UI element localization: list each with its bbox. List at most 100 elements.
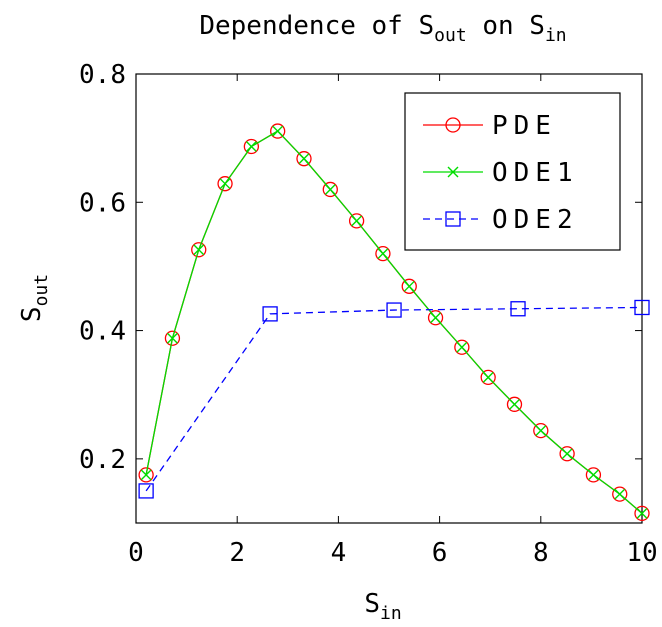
data-point-ode1 (587, 469, 599, 481)
legend: PDE ODE1 ODE2 (404, 92, 621, 251)
data-point-ode2 (262, 306, 278, 322)
series-line-ode2 (145, 306, 643, 492)
data-point-ode1 (377, 248, 389, 260)
data-point-pde (164, 330, 181, 346)
axis-ticks: 0 2 4 6 8 10 0.2 0.4 0.6 0.8 (79, 60, 658, 568)
data-point-pde (480, 369, 496, 386)
data-point-ode1-stroke-b (219, 178, 231, 190)
data-point-pde (270, 123, 286, 139)
y-tick-label: 0.4 (79, 317, 126, 347)
data-point-ode1 (561, 448, 573, 460)
data-point-pde (506, 396, 523, 412)
data-point-pde (138, 467, 154, 483)
data-point-ode1-stroke-b (614, 488, 626, 500)
data-point-ode1-stroke-b (351, 215, 363, 227)
data-point-ode1 (351, 215, 363, 227)
data-point-ode2 (138, 483, 154, 499)
y-axis-label-sub: out (31, 274, 52, 307)
data-point-ode1 (272, 125, 284, 137)
legend-entry-pde: PDE (423, 111, 557, 141)
data-point-pde (612, 486, 628, 502)
data-point-pde (348, 213, 365, 229)
x-tick-label: 10 (626, 538, 657, 568)
legend-entry-ode1: ODE1 (423, 158, 579, 188)
y-tick-label: 0.6 (79, 188, 126, 218)
data-point-ode1 (636, 507, 648, 519)
data-point-ode1-stroke-b (140, 469, 152, 481)
legend-entry-ode2: ODE2 (423, 205, 579, 235)
x-tick-label: 0 (128, 538, 144, 568)
legend-label-pde: PDE (492, 111, 557, 141)
x-tick-label: 2 (229, 538, 245, 568)
series-ode1 (140, 125, 648, 519)
data-point-ode1 (403, 280, 415, 292)
data-point-ode1-stroke-b (298, 153, 310, 165)
y-axis-label: Sout (17, 274, 52, 322)
data-point-pde (243, 138, 260, 155)
data-point-ode1-stroke-b (636, 507, 648, 519)
data-point-ode1-stroke-b (430, 312, 442, 324)
data-point-pde (533, 422, 549, 439)
data-point-ode1-stroke-b (324, 183, 336, 195)
chart-title-main: Dependence of S (199, 11, 434, 41)
y-tick-label: 0.8 (79, 60, 126, 90)
legend-marker-ode2 (445, 211, 461, 227)
data-point-ode1-stroke-b (245, 140, 257, 152)
data-point-pde (559, 446, 575, 462)
data-point-ode1-stroke-b (403, 280, 415, 292)
data-point-ode2 (634, 299, 650, 316)
legend-label-ode1: ODE1 (492, 158, 579, 188)
data-point-pde (296, 151, 312, 167)
legend-label-ode2: ODE2 (492, 205, 579, 235)
legend-marker-ode1-stroke-b (447, 166, 459, 178)
data-point-ode2 (510, 301, 526, 317)
data-point-ode1 (508, 398, 520, 410)
plot-frame (135, 73, 643, 524)
data-point-ode1-stroke-b (166, 332, 178, 344)
data-point-pde (191, 242, 207, 258)
data-point-ode1 (193, 244, 205, 256)
data-point-ode1-stroke-b (193, 244, 205, 256)
chart-title-sub-in: in (545, 25, 567, 46)
data-series (138, 123, 650, 522)
data-point-pde (634, 505, 650, 522)
x-axis-label: Sin (364, 589, 401, 624)
legend-marker-pde (445, 117, 461, 133)
data-point-ode1-stroke-b (272, 125, 284, 137)
chart-title: Dependence of Sout on Sin (199, 11, 566, 46)
data-point-ode1 (324, 183, 336, 195)
data-point-ode1 (245, 140, 257, 152)
data-point-ode1 (298, 153, 310, 165)
legend-marker-ode1 (447, 166, 459, 178)
data-point-ode1-stroke-b (561, 448, 573, 460)
data-point-ode1 (456, 341, 468, 353)
data-point-ode1-stroke-b (456, 341, 468, 353)
data-point-ode1 (535, 425, 547, 437)
data-point-pde (217, 176, 233, 192)
y-axis-label-main: S (17, 306, 47, 322)
data-point-ode1 (140, 469, 152, 481)
data-point-pde (375, 245, 391, 262)
data-point-pde (322, 181, 338, 198)
data-point-ode1-stroke-b (377, 248, 389, 260)
series-ode2 (138, 299, 650, 499)
data-point-ode1 (219, 178, 231, 190)
data-point-ode2 (386, 302, 402, 318)
x-tick-label: 4 (331, 538, 347, 568)
data-point-ode1-stroke-b (587, 469, 599, 481)
data-point-pde (401, 278, 417, 294)
data-point-ode1-stroke-b (482, 371, 494, 383)
data-point-pde (427, 310, 444, 326)
chart-title-mid: on S (467, 11, 545, 41)
x-axis-label-main: S (364, 589, 380, 619)
data-point-ode1-stroke-b (508, 398, 520, 410)
data-point-ode1 (482, 371, 494, 383)
x-axis-label-sub: in (380, 603, 402, 624)
data-point-ode1 (430, 312, 442, 324)
x-tick-label: 8 (533, 538, 549, 568)
y-tick-label: 0.2 (79, 445, 126, 475)
data-point-ode1 (614, 488, 626, 500)
data-point-ode1 (166, 332, 178, 344)
